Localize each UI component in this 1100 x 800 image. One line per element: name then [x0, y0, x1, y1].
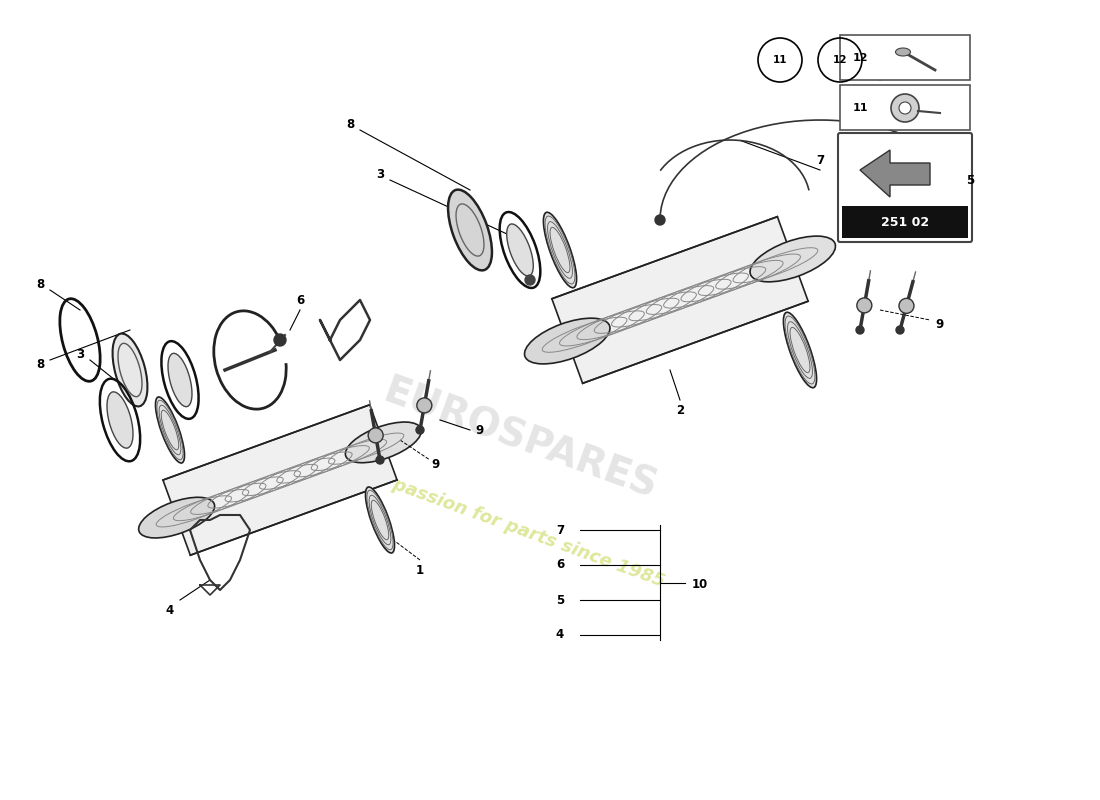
Text: a passion for parts since 1985: a passion for parts since 1985 — [373, 469, 667, 591]
Ellipse shape — [783, 312, 816, 388]
FancyBboxPatch shape — [840, 85, 970, 130]
Ellipse shape — [895, 48, 911, 56]
Text: 9: 9 — [476, 423, 484, 437]
Text: 3: 3 — [76, 349, 84, 362]
Ellipse shape — [168, 354, 192, 406]
Text: 10: 10 — [692, 578, 708, 591]
Ellipse shape — [857, 298, 872, 313]
Ellipse shape — [750, 236, 836, 282]
Ellipse shape — [155, 397, 185, 463]
Text: 9: 9 — [431, 458, 439, 471]
Polygon shape — [163, 405, 397, 555]
Circle shape — [899, 102, 911, 114]
FancyBboxPatch shape — [838, 133, 972, 242]
Text: 11: 11 — [772, 55, 788, 65]
Circle shape — [274, 334, 286, 346]
Text: 5: 5 — [556, 594, 564, 606]
Circle shape — [856, 326, 864, 334]
Circle shape — [954, 165, 964, 175]
Circle shape — [891, 94, 918, 122]
Ellipse shape — [112, 334, 147, 406]
Text: 2: 2 — [675, 403, 684, 417]
Circle shape — [525, 275, 535, 285]
Ellipse shape — [525, 318, 610, 364]
Text: EUROSPARES: EUROSPARES — [377, 373, 662, 507]
Text: 12: 12 — [852, 53, 868, 63]
Ellipse shape — [507, 224, 534, 276]
Circle shape — [416, 426, 424, 434]
Text: 3: 3 — [376, 169, 384, 182]
Polygon shape — [552, 217, 808, 383]
Circle shape — [376, 456, 384, 464]
Text: 12: 12 — [833, 55, 847, 65]
Text: 11: 11 — [852, 103, 868, 113]
Text: 251 02: 251 02 — [881, 217, 930, 230]
Ellipse shape — [345, 422, 421, 462]
Text: 4: 4 — [556, 629, 564, 642]
Text: 9: 9 — [936, 318, 944, 331]
Text: 7: 7 — [556, 523, 564, 537]
Ellipse shape — [139, 498, 214, 538]
Ellipse shape — [543, 212, 576, 288]
Ellipse shape — [899, 298, 914, 314]
Ellipse shape — [107, 392, 133, 448]
Circle shape — [896, 326, 904, 334]
Text: 6: 6 — [296, 294, 304, 306]
Text: 5: 5 — [966, 174, 975, 186]
Ellipse shape — [448, 190, 492, 270]
Text: 8: 8 — [36, 358, 44, 371]
Text: 7: 7 — [816, 154, 824, 166]
Text: 8: 8 — [345, 118, 354, 131]
FancyBboxPatch shape — [842, 206, 968, 238]
Polygon shape — [860, 150, 930, 197]
Ellipse shape — [417, 398, 432, 413]
Ellipse shape — [368, 428, 383, 443]
FancyBboxPatch shape — [840, 35, 970, 80]
Text: 6: 6 — [556, 558, 564, 571]
Text: 1: 1 — [416, 563, 425, 577]
Text: 8: 8 — [36, 278, 44, 291]
Ellipse shape — [365, 487, 395, 553]
Circle shape — [654, 215, 666, 225]
Text: 4: 4 — [166, 603, 174, 617]
